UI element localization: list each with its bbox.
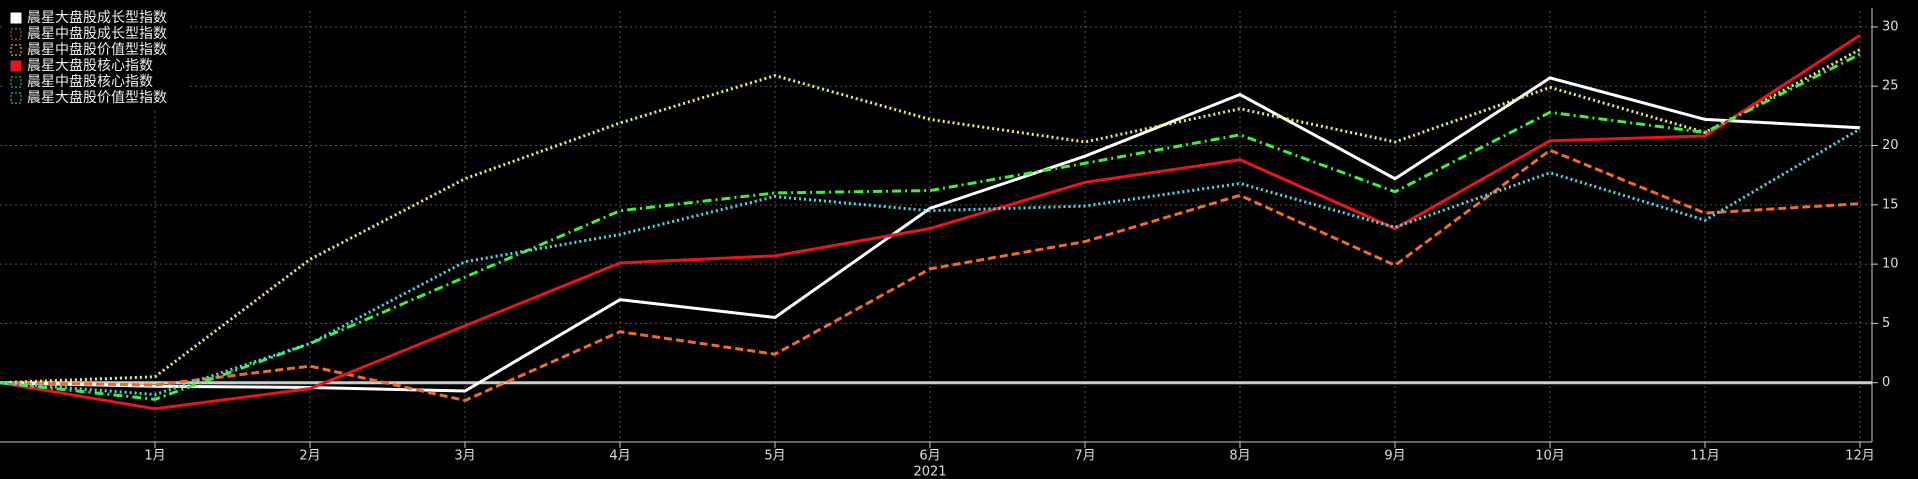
legend-label: 晨星大盘股价值型指数 — [27, 89, 167, 106]
x-tick-label: 12月 — [1845, 449, 1875, 464]
series-line — [0, 76, 1861, 393]
x-tick-label: 4月 — [609, 449, 630, 464]
series-line — [0, 33, 1861, 411]
legend-label: 晨星大盘股核心指数 — [27, 57, 153, 74]
y-tick-label: 0 — [1882, 375, 1890, 390]
y-tick-label: 25 — [1882, 79, 1899, 94]
x-tick-label: 6月 — [919, 449, 940, 464]
legend-swatch — [10, 28, 22, 40]
legend-label: 晨星中盘股成长型指数 — [27, 25, 167, 42]
legend-swatch — [10, 76, 22, 88]
x-tick-label: 8月 — [1229, 449, 1250, 464]
x-tick-label: 2月 — [299, 449, 320, 464]
x-axis-label: 2021 — [913, 465, 946, 479]
x-tick-label: 10月 — [1535, 449, 1565, 464]
x-tick-label: 3月 — [454, 449, 475, 464]
legend-swatch — [10, 92, 22, 104]
series-line — [0, 148, 1861, 403]
series-line — [0, 127, 1861, 397]
y-tick-label: 30 — [1882, 19, 1899, 34]
legend-swatch — [10, 60, 22, 72]
y-tick-label: 15 — [1882, 197, 1899, 212]
legend-box — [4, 8, 190, 108]
legend-label: 晨星大盘股成长型指数 — [27, 9, 167, 26]
x-tick-label: 5月 — [764, 449, 785, 464]
legend-swatch — [10, 12, 22, 24]
x-tick-label: 1月 — [144, 449, 165, 464]
legend-label: 晨星中盘股核心指数 — [27, 73, 153, 90]
y-tick-label: 5 — [1882, 316, 1890, 331]
y-tick-label: 20 — [1882, 138, 1899, 153]
x-tick-label: 9月 — [1384, 449, 1405, 464]
x-tick-label: 11月 — [1690, 449, 1720, 464]
x-tick-label: 7月 — [1074, 449, 1095, 464]
legend: 晨星大盘股成长型指数晨星中盘股成长型指数晨星中盘股价值型指数晨星大盘股核心指数晨… — [4, 8, 190, 108]
y-tick-label: 10 — [1882, 257, 1899, 272]
legend-swatch — [10, 44, 22, 56]
legend-label: 晨星中盘股价值型指数 — [27, 41, 167, 58]
series-line — [0, 48, 1861, 385]
series-line — [0, 52, 1861, 401]
